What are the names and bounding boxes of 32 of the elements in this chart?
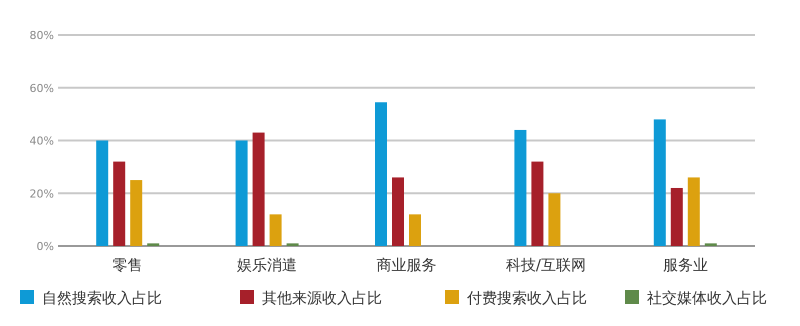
bar [147, 243, 160, 246]
bar [286, 243, 299, 246]
bar [688, 177, 700, 246]
x-tick-label: 科技/互联网 [506, 256, 586, 274]
bar [375, 102, 387, 246]
bar [130, 180, 142, 246]
bar [548, 193, 560, 246]
x-tick-label: 零售 [112, 256, 143, 274]
bar [96, 140, 108, 246]
bar [236, 140, 248, 246]
legend-label: 社交媒体收入占比 [647, 289, 767, 307]
legend-label: 其他来源收入占比 [262, 289, 382, 307]
bar [531, 162, 544, 246]
x-tick-label: 娱乐消遣 [237, 256, 298, 274]
y-tick-label: 0% [36, 240, 54, 253]
y-tick-label: 20% [30, 187, 54, 200]
bar [392, 177, 404, 246]
y-tick-label: 40% [30, 134, 54, 148]
bar [704, 243, 717, 246]
bar [270, 214, 282, 246]
legend-label: 自然搜索收入占比 [42, 289, 162, 307]
bar [654, 119, 666, 246]
legend-label: 付费搜索收入占比 [466, 289, 587, 307]
bar [670, 188, 683, 246]
bar [409, 214, 421, 246]
x-tick-label: 商业服务 [376, 256, 436, 274]
y-tick-label: 60% [30, 82, 54, 95]
bar [252, 132, 265, 246]
x-tick-label: 服务业 [662, 256, 708, 274]
bar [514, 130, 526, 246]
y-tick-label: 80% [30, 29, 54, 42]
bar [113, 162, 126, 246]
